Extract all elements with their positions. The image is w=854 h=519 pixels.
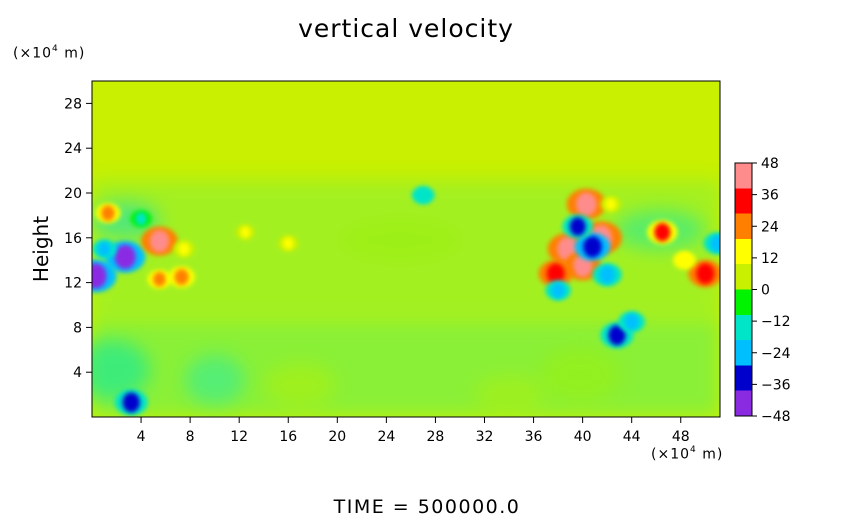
heatmap-cell	[569, 217, 586, 236]
x-axis-unit: (×104 m)	[651, 445, 724, 463]
y-tick-label: 16	[64, 231, 82, 247]
x-tick-label: 16	[279, 429, 297, 445]
heatmap-cell	[153, 271, 166, 287]
heatmap-cell	[92, 263, 107, 289]
colorbar-tick-label: −48	[761, 409, 791, 425]
x-axis: 4 8 12 16 20 24 28 32 36 40 44 48	[137, 417, 690, 445]
colorbar-tick-label: 48	[761, 156, 779, 172]
heatmap-cell	[654, 223, 671, 242]
chart-title: vertical velocity	[298, 14, 514, 43]
colorbar-ticks: 48 36 24 12 0 −12 −24 −36 −48	[752, 156, 791, 425]
x-tick-label: 24	[377, 429, 395, 445]
heatmap-cell	[696, 263, 715, 284]
y-axis-label: Height	[29, 216, 53, 282]
heatmap-cell	[599, 265, 615, 284]
x-tick-label: 40	[574, 429, 592, 445]
heatmap-cells	[92, 186, 720, 416]
heatmap-cell	[101, 205, 115, 221]
colorbar-tick-label: 36	[761, 188, 779, 204]
y-axis: 4 8 12 16 20 24 28	[64, 96, 92, 381]
x-tick-label: 12	[230, 429, 248, 445]
x-tick-label: 8	[186, 429, 195, 445]
heatmap-cell	[551, 282, 565, 299]
heatmap-cell	[178, 242, 190, 256]
heatmap-cell	[575, 192, 597, 217]
x-tick-label: 4	[137, 429, 146, 445]
y-axis-unit: (×104 m)	[13, 44, 86, 62]
x-tick-label: 48	[672, 429, 690, 445]
heatmap-cell	[624, 313, 639, 330]
heatmap-cell	[583, 236, 602, 258]
y-tick-label: 12	[64, 276, 82, 292]
heatmap-cell	[572, 254, 593, 277]
heatmap-cell	[97, 241, 111, 257]
x-tick-label: 20	[328, 429, 346, 445]
colorbar-tick-label: 24	[761, 219, 779, 235]
x-tick-label: 36	[525, 429, 543, 445]
heatmap-texture	[92, 180, 720, 417]
heatmap-cell	[149, 230, 170, 253]
heatmap-cell	[678, 253, 691, 268]
y-tick-label: 8	[73, 320, 82, 336]
colorbar-tick-label: 0	[761, 283, 770, 299]
heatmap-cell	[174, 268, 189, 286]
plot-area	[91, 80, 721, 418]
colorbar-tick-label: −24	[761, 346, 791, 362]
heatmap-cell	[135, 212, 147, 226]
heatmap-cell	[546, 263, 565, 284]
colorbar-tick-label: −12	[761, 314, 791, 330]
heatmap-cell	[282, 237, 294, 250]
x-tick-label: 32	[476, 429, 494, 445]
heatmap-cell	[240, 226, 251, 238]
heatmap-cell	[114, 244, 136, 270]
colorbar: 48 36 24 12 0 −12 −24 −36 −48	[734, 156, 791, 425]
heatmap-cell	[122, 392, 140, 413]
y-tick-label: 4	[73, 365, 82, 381]
y-tick-label: 24	[64, 141, 82, 157]
time-label: TIME = 500000.0	[333, 496, 521, 518]
colorbar-tick-label: 12	[761, 251, 779, 267]
colorbar-gradient	[735, 163, 752, 416]
heatmap-cell	[710, 234, 720, 252]
colorbar-tick-label: −36	[761, 377, 791, 393]
heatmap-cell	[608, 325, 626, 346]
heatmap-cell	[605, 198, 617, 211]
heatmap-cell	[417, 188, 430, 203]
y-tick-label: 28	[64, 96, 82, 112]
y-tick-label: 20	[64, 186, 82, 202]
x-tick-label: 28	[427, 429, 445, 445]
plot-frame	[91, 80, 721, 418]
x-tick-label: 44	[623, 429, 641, 445]
